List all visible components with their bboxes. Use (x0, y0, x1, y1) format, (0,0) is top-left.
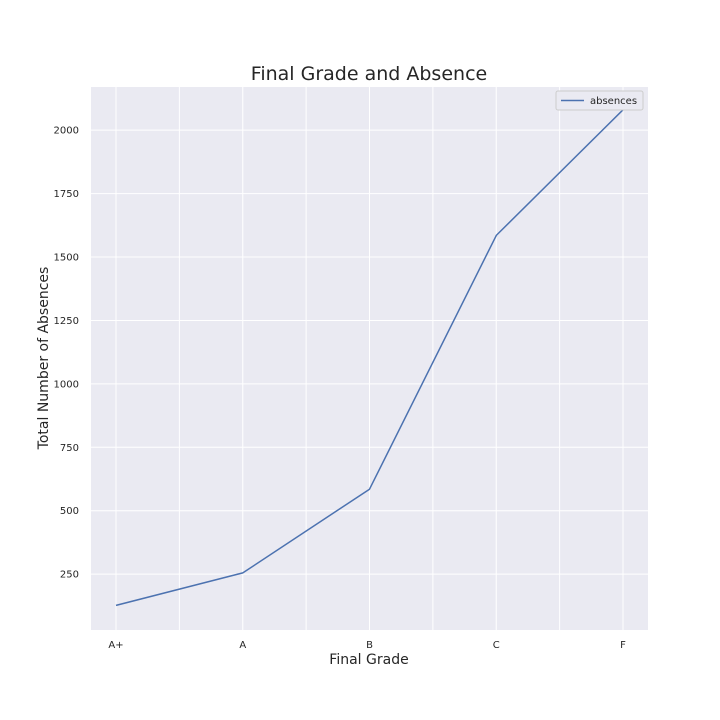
x-tick-label: A (239, 640, 246, 651)
y-tick-label: 1500 (54, 253, 79, 264)
x-tick-labels: A+ A B C F (108, 640, 626, 651)
y-tick-label: 1250 (54, 316, 79, 327)
x-tick-label: F (620, 640, 626, 651)
y-tick-label: 250 (60, 570, 79, 581)
y-axis-label: Total Number of Absences (36, 267, 52, 451)
legend-label-absences: absences (590, 96, 637, 107)
legend: absences (555, 90, 644, 111)
x-tick-label: A+ (108, 640, 123, 651)
series-line-absences (115, 109, 624, 607)
x-gridlines (115, 87, 624, 630)
x-tick-label: C (493, 640, 500, 651)
legend-box (555, 90, 644, 111)
x-axis-label: Final Grade (329, 652, 408, 668)
y-gridlines (91, 129, 648, 575)
y-tick-label: 2000 (54, 126, 79, 137)
y-tick-labels: 250 500 750 1000 1250 1500 1750 2000 (54, 126, 79, 581)
y-tick-label: 750 (60, 443, 79, 454)
y-tick-label: 1000 (54, 379, 79, 390)
y-tick-label: 1750 (54, 189, 79, 200)
chart-title: Final Grade and Absence (251, 63, 487, 85)
x-tick-label: B (366, 640, 373, 651)
y-tick-label: 500 (60, 506, 79, 517)
